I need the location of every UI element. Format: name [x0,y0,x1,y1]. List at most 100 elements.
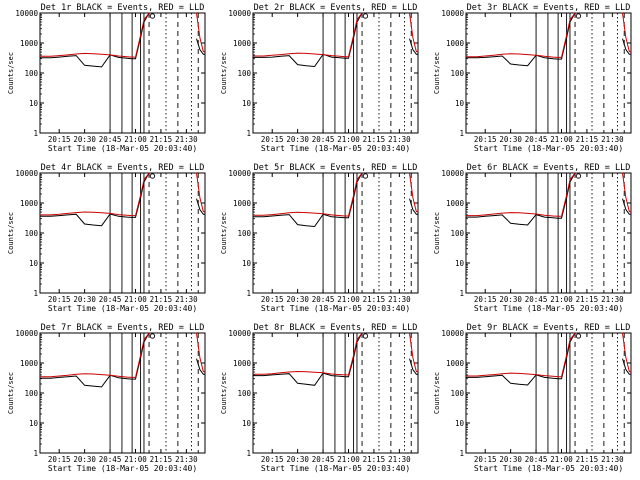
plot-frame [465,332,632,454]
x-tick-label: 21:00 [124,295,147,304]
x-axis-label: Start Time (18-Mar-05 20:03:40) [474,464,623,473]
y-tick-label: 10000 [441,329,464,338]
detector-panel-3: Det 3r BLACK = Events, RED = LLD 1 10 100 10… [433,3,632,153]
x-tick-label: 21:00 [550,295,573,304]
detector-panel-9: Det 9r BLACK = Events, RED = LLD 1 10 100 10… [433,323,632,473]
y-tick-label: 1000 [233,359,252,368]
plot-title: Det 1r BLACK = Events, RED = LLD [41,3,205,13]
x-axis-label: Start Time (18-Mar-05 20:03:40) [474,144,623,153]
plot-frame [465,12,632,134]
series-lld [466,12,576,58]
series-events [466,332,576,386]
y-tick-label: 100 [237,69,251,78]
y-tick-label: 10 [455,259,465,268]
series-lld [622,172,632,213]
y-axis-label: Counts/sec [433,372,441,414]
plot-title: Det 6r BLACK = Events, RED = LLD [467,163,631,173]
x-tick-label: 21:15 [150,455,173,464]
plot-frame [39,332,206,454]
x-tick-label: 21:30 [388,455,411,464]
x-axis-label: Start Time (18-Mar-05 20:03:40) [261,304,410,313]
series-events [622,198,631,215]
series-lld [196,172,206,213]
x-tick-label: 21:00 [337,455,360,464]
series-events [196,198,205,215]
series-events [196,358,205,375]
x-axis-label: Start Time (18-Mar-05 20:03:40) [474,304,623,313]
plot-title: Det 5r BLACK = Events, RED = LLD [254,163,418,173]
x-tick-label: 20:15 [474,135,497,144]
series-events [253,332,363,386]
y-tick-label: 1 [246,289,251,298]
x-tick-label: 20:45 [312,295,335,304]
flag-marker [149,173,156,179]
x-tick-label: 20:15 [261,455,284,464]
series-events [409,358,418,375]
x-tick-label: 20:30 [499,455,522,464]
flag-marker [362,173,369,179]
x-tick-label: 21:30 [175,455,198,464]
y-tick-label: 1 [459,129,464,138]
plot-frame [465,172,632,294]
y-tick-label: 10000 [441,169,464,178]
y-axis-label: Counts/sec [220,372,228,414]
y-axis-label: Counts/sec [433,52,441,94]
plot-frame [252,12,419,134]
plot-frame [39,172,206,294]
y-tick-label: 1000 [20,199,39,208]
x-tick-label: 21:30 [601,455,624,464]
series-lld [409,172,419,213]
y-tick-label: 10 [242,259,252,268]
y-tick-label: 1 [246,129,251,138]
series-events [409,38,418,55]
x-axis-label: Start Time (18-Mar-05 20:03:40) [261,144,410,153]
series-events [40,172,150,227]
x-tick-label: 20:30 [499,295,522,304]
y-tick-label: 10 [29,419,39,428]
x-tick-label: 21:30 [175,295,198,304]
x-axis-label: Start Time (18-Mar-05 20:03:40) [48,144,197,153]
x-tick-label: 21:30 [601,135,624,144]
series-lld [196,12,206,53]
flag-marker [575,173,582,179]
y-tick-label: 100 [450,69,464,78]
series-events [196,38,205,55]
y-tick-label: 10 [242,99,252,108]
series-lld [253,12,363,58]
y-tick-label: 1000 [446,39,465,48]
y-tick-label: 1 [246,449,251,458]
y-tick-label: 100 [237,229,251,238]
y-tick-label: 10000 [15,329,38,338]
series-lld [622,12,632,53]
series-events [40,12,150,68]
x-tick-label: 21:30 [601,295,624,304]
x-tick-label: 21:30 [175,135,198,144]
y-axis-label: Counts/sec [433,212,441,254]
x-tick-label: 20:30 [286,455,309,464]
x-tick-label: 21:15 [576,295,599,304]
y-tick-label: 1000 [20,39,39,48]
flag-marker [575,333,582,339]
detector-panel-6: Det 6r BLACK = Events, RED = LLD 1 10 100 10… [433,163,632,313]
y-tick-label: 1000 [20,359,39,368]
x-tick-label: 21:15 [363,135,386,144]
series-lld [196,332,206,373]
plot-frame [252,172,419,294]
y-tick-label: 1 [459,289,464,298]
y-tick-label: 100 [24,229,38,238]
plot-frame [39,12,206,134]
flag-marker [362,13,369,19]
y-axis-label: Counts/sec [7,212,15,254]
series-events [466,172,576,226]
x-tick-label: 20:15 [474,455,497,464]
y-tick-label: 100 [237,389,251,398]
y-tick-label: 10 [29,99,39,108]
detector-panel-2: Det 2r BLACK = Events, RED = LLD 1 10 100 10… [220,3,419,153]
series-lld [40,332,150,378]
y-tick-label: 1000 [446,359,465,368]
series-lld [466,332,576,378]
plot-title: Det 8r BLACK = Events, RED = LLD [254,323,418,333]
y-tick-label: 1000 [233,39,252,48]
x-tick-label: 20:15 [48,455,71,464]
